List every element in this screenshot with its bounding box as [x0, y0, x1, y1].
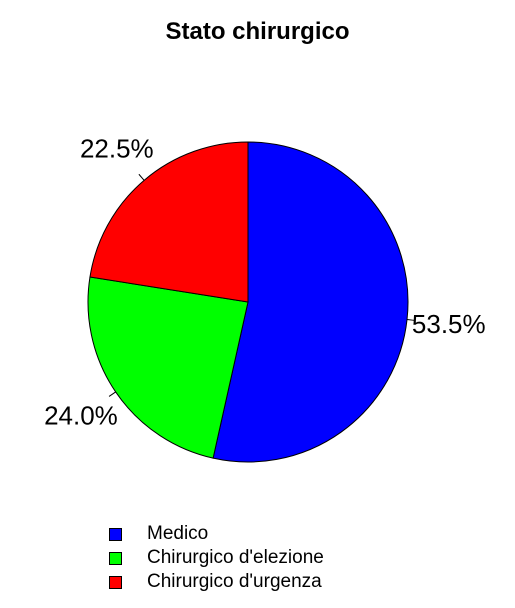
slice-percent-label: 53.5% — [412, 309, 486, 339]
legend-label: Medico — [147, 523, 209, 544]
legend: Medico Chirurgico d'elezione Chirurgico d'… — [109, 522, 324, 594]
slice-percent-label: 22.5% — [80, 133, 154, 163]
label-tick — [406, 319, 416, 321]
legend-swatch — [109, 527, 122, 541]
legend-item: Chirurgico d'urgenza — [109, 570, 324, 594]
legend-swatch — [109, 551, 122, 565]
legend-label: Chirurgico d'urgenza — [147, 571, 322, 592]
legend-item: Chirurgico d'elezione — [109, 546, 324, 570]
legend-swatch — [109, 575, 122, 589]
label-tick — [138, 173, 145, 181]
pie-slice-chirurgico-d-urgenza — [89, 141, 249, 303]
legend-item: Medico — [109, 522, 324, 546]
legend-label: Chirurgico d'elezione — [147, 547, 324, 568]
pie-slice-chirurgico-d-elezione — [87, 276, 249, 459]
slice-percent-label: 24.0% — [44, 401, 118, 431]
chart-title: Stato chirurgico — [165, 18, 350, 45]
pie-slice-medico — [212, 141, 409, 463]
label-tick — [108, 391, 116, 397]
